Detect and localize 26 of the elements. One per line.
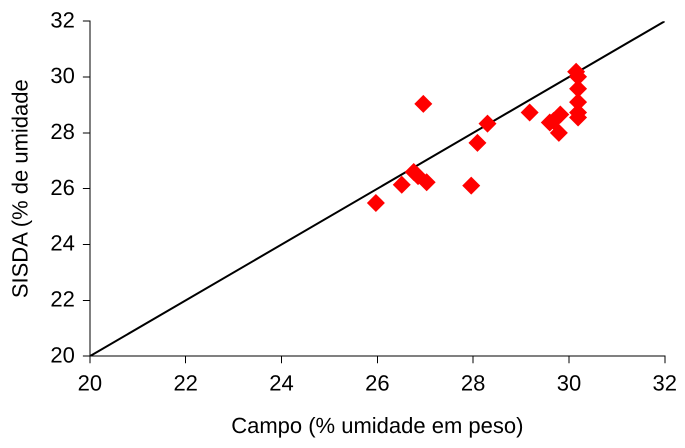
x-tick-label: 30 (556, 370, 582, 396)
x-tick-label: 32 (652, 370, 678, 396)
y-tick-label: 26 (50, 174, 75, 200)
point (520, 103, 539, 122)
x-tick-label: 28 (460, 370, 486, 396)
y-tick-label: 28 (50, 118, 75, 144)
y-axis-title: SISDA (% de umidade (7, 79, 32, 298)
y-tick-label: 22 (50, 286, 75, 312)
point (550, 124, 568, 142)
point (462, 176, 480, 195)
x-axis-title: Campo (% umidade em peso) (231, 412, 524, 438)
point (468, 134, 486, 152)
point (366, 194, 385, 212)
y-tick-label: 30 (50, 63, 75, 88)
y-tick-label: 32 (50, 7, 75, 32)
x-tick-label: 20 (78, 370, 102, 396)
y-tick-label: 24 (50, 230, 75, 256)
x-tick-label: 24 (269, 370, 294, 396)
y-tick-label: 20 (50, 342, 75, 368)
point (478, 114, 497, 133)
x-tick-label: 22 (173, 370, 198, 396)
point (392, 176, 411, 194)
point (414, 94, 432, 113)
point (418, 173, 436, 192)
x-tick-label: 26 (365, 370, 390, 396)
point (551, 105, 570, 124)
